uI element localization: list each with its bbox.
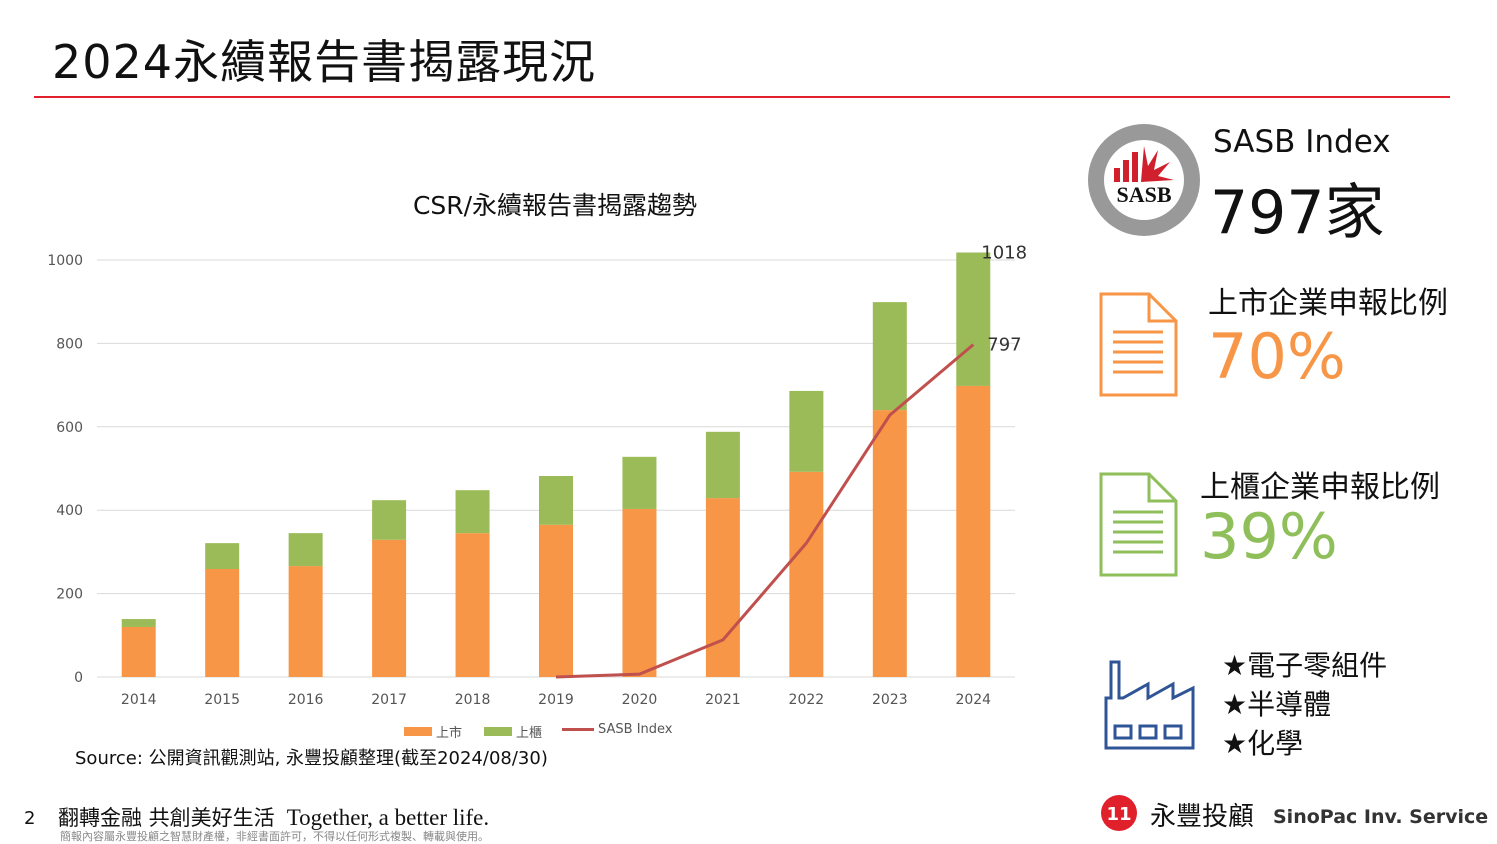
- legend-label: SASB Index: [598, 722, 673, 737]
- sinopac-logo-icon: 11: [1101, 795, 1137, 831]
- legend-label: 上櫃: [516, 726, 543, 741]
- listed-ratio-label: 上市企業申報比例: [1208, 286, 1448, 321]
- bar-otc: [288, 533, 323, 567]
- legend-item-sasb: SASB Index: [562, 722, 672, 737]
- legend-label: 上市: [436, 726, 463, 741]
- x-tick-label: 2021: [705, 692, 741, 708]
- y-tick-label: 200: [56, 587, 83, 603]
- bar-listed: [622, 508, 657, 677]
- copyright-note: 簡報內容屬永豐投顧之智慧財產權，非經書面許可，不得以任何形式複製、轉載與使用。: [60, 830, 489, 843]
- title-divider: [34, 96, 1450, 98]
- slogan-zh: 翻轉金融 共創美好生活: [58, 806, 275, 830]
- bar-listed: [956, 385, 991, 677]
- sasb-logo-text: SASB: [1116, 182, 1171, 207]
- x-tick-label: 2017: [371, 692, 407, 708]
- legend-item-listed: 上市: [404, 722, 462, 741]
- bar-listed: [705, 498, 740, 677]
- industry-item: ★化學: [1222, 727, 1304, 760]
- legend-item-otc: 上櫃: [484, 722, 542, 741]
- listed-ratio-value: 70%: [1208, 320, 1346, 393]
- x-tick-label: 2022: [789, 692, 825, 708]
- x-tick-label: 2015: [204, 692, 240, 708]
- sasb-logo: SASB: [1088, 124, 1200, 236]
- bar-otc: [121, 619, 156, 627]
- x-tick-label: 2024: [955, 692, 991, 708]
- otc-ratio-label: 上櫃企業申報比例: [1200, 470, 1440, 505]
- x-tick-label: 2014: [121, 692, 157, 708]
- factory-icon: [1104, 660, 1195, 750]
- source-note: Source: 公開資訊觀測站, 永豐投顧整理(截至2024/08/30): [75, 748, 548, 769]
- industry-item: ★半導體: [1222, 688, 1332, 721]
- document-icon-orange: [1099, 292, 1178, 397]
- bar-otc: [789, 390, 824, 472]
- bar-otc: [622, 456, 657, 509]
- brand-name-en: SinoPac Inv. Service: [1273, 806, 1489, 828]
- bar-listed: [872, 410, 907, 677]
- otc-ratio-value: 39%: [1200, 500, 1338, 573]
- bar-listed: [288, 566, 323, 677]
- x-tick-label: 2018: [455, 692, 491, 708]
- data-label-total: 1018: [981, 242, 1027, 263]
- data-label-sasb: 797: [987, 335, 1021, 356]
- industry-item: ★電子零組件: [1222, 649, 1388, 682]
- bar-otc: [705, 431, 740, 499]
- bar-listed: [205, 568, 240, 677]
- sasb-index-line: [555, 343, 975, 679]
- y-tick-label: 0: [74, 670, 83, 686]
- sasb-index-value: 797家: [1210, 178, 1385, 248]
- stacked-bar-chart: 0 200 400 600 800 1000 2014 2015 2016 2017 2018 201…: [47, 242, 1027, 708]
- bar-listed: [539, 524, 573, 677]
- page-number: 2: [24, 808, 36, 829]
- bar-otc: [205, 543, 240, 569]
- slogan-en: Together, a better life.: [286, 805, 490, 830]
- bar-otc: [872, 302, 907, 411]
- bar-otc: [455, 490, 490, 534]
- y-tick-label: 1000: [47, 253, 83, 269]
- x-tick-label: 2020: [622, 692, 658, 708]
- y-tick-label: 600: [56, 420, 83, 436]
- footer-slogan: 翻轉金融 共創美好生活 Together, a better life.: [58, 802, 489, 832]
- bar-otc: [956, 252, 991, 386]
- svg-text:11: 11: [1106, 804, 1131, 825]
- x-tick-label: 2016: [288, 692, 324, 708]
- bar-listed: [789, 471, 824, 677]
- bar-otc: [372, 500, 407, 540]
- x-tick-label: 2019: [538, 692, 574, 708]
- y-tick-label: 400: [56, 503, 83, 519]
- bar-otc: [539, 476, 573, 525]
- bar-listed: [121, 626, 156, 677]
- bar-listed: [372, 539, 407, 677]
- bar-listed: [455, 533, 490, 677]
- document-icon-green: [1099, 472, 1178, 577]
- y-tick-label: 800: [56, 336, 83, 352]
- chart-title: CSR/永續報告書揭露趨勢: [412, 191, 698, 220]
- page-title: 2024永續報告書揭露現況: [52, 35, 597, 89]
- sasb-index-label: SASB Index: [1213, 124, 1391, 160]
- brand-name: 永豐投顧: [1150, 802, 1255, 832]
- x-tick-label: 2023: [872, 692, 908, 708]
